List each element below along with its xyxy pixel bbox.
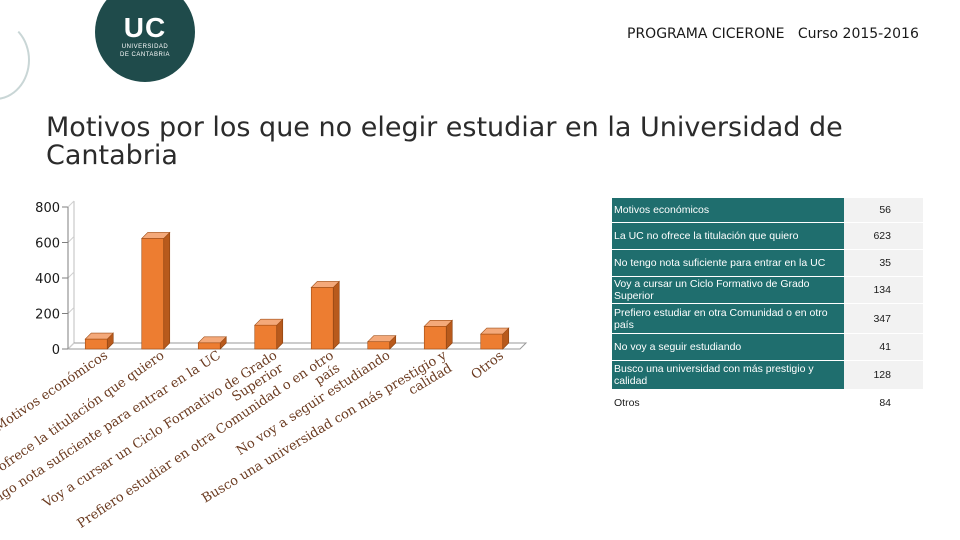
bar-front (254, 324, 278, 350)
table-cell-label: No tengo nota suficiente para entrar en … (612, 250, 844, 276)
bar-front (310, 287, 334, 350)
bar-top (141, 232, 171, 239)
table-cell-label: Voy a cursar un Ciclo Formativo de Grado… (612, 277, 844, 303)
bar-top (480, 327, 510, 335)
table-cell-value: 41 (844, 334, 923, 360)
y-tick-depth (67, 271, 75, 279)
y-tick-depth (67, 236, 75, 243)
bar-side (332, 280, 340, 350)
y-tick-label: 0 (52, 343, 60, 358)
y-tick-label: 600 (35, 237, 60, 252)
bar-top (367, 335, 397, 343)
bar-front (197, 342, 221, 350)
table-row: La UC no ofrece la titulación que quiero… (612, 223, 923, 249)
x-tick-label: Otros (469, 348, 507, 382)
bar-top (197, 336, 227, 344)
bar-top (310, 281, 340, 288)
table-cell-label: Motivos económicos (612, 198, 844, 222)
table-cell-value: 623 (844, 223, 923, 249)
bar-top (254, 318, 284, 326)
bar-front (141, 238, 165, 350)
table-row: No voy a seguir estudiando 41 (612, 334, 923, 360)
bar-top (423, 319, 453, 327)
table-cell-value: 56 (844, 198, 923, 222)
bar-front (423, 325, 447, 350)
program-title: PROGRAMA CICERONE Curso 2015-2016 (627, 26, 919, 42)
table-cell-value: 35 (844, 250, 923, 276)
y-tick-depth (67, 342, 75, 350)
table-row: Voy a cursar un Ciclo Formativo de Grado… (612, 277, 923, 303)
table-row: Prefiero estudiar en otra Comunidad o en… (612, 304, 923, 333)
y-tick-label: 200 (35, 308, 60, 323)
table-cell-label: Prefiero estudiar en otra Comunidad o en… (612, 304, 844, 333)
table-cell-label: La UC no ofrece la titulación que quiero (612, 223, 844, 249)
bar-side (163, 231, 171, 350)
bar-top (84, 332, 114, 340)
logo-subtitle-1: UNIVERSIDAD (121, 44, 169, 50)
table-row: No tengo nota suficiente para entrar en … (612, 250, 923, 276)
logo-subtitle-2: DE CANTABRIA (120, 52, 170, 58)
table-cell-label: Busco una universidad con más prestigio … (612, 361, 844, 389)
table-cell-label: Otros (614, 397, 640, 409)
table-cell-label: No voy a seguir estudiando (612, 334, 844, 360)
bar-front (480, 333, 504, 350)
table-cell-value: 128 (844, 361, 923, 389)
table-cell-value: 347 (844, 304, 923, 333)
table-cell-value: 84 (879, 397, 891, 409)
x-tick-label-line: Otros (469, 348, 507, 382)
page-title: Motivos por los que no elegir estudiar e… (46, 112, 843, 171)
bar-front (367, 341, 391, 350)
y-tick-depth (67, 200, 75, 208)
bar-front (84, 338, 108, 350)
chart-floor (66, 342, 528, 350)
table-cell-value: 134 (844, 277, 923, 303)
y-tick-label: 800 (35, 201, 60, 216)
y-tick-depth (67, 307, 75, 314)
decorative-arc (0, 20, 30, 100)
uc-logo: UC UNIVERSIDAD DE CANTABRIA (95, 0, 195, 82)
table-row: Busco una universidad con más prestigio … (612, 361, 923, 389)
y-tick-label: 400 (35, 272, 60, 287)
table-row: Otros 84 (612, 390, 923, 416)
table-row: Motivos económicos 56 (612, 198, 923, 222)
logo-mark: UC (123, 12, 167, 43)
data-table: Motivos económicos 56 La UC no ofrece la t… (612, 197, 923, 417)
